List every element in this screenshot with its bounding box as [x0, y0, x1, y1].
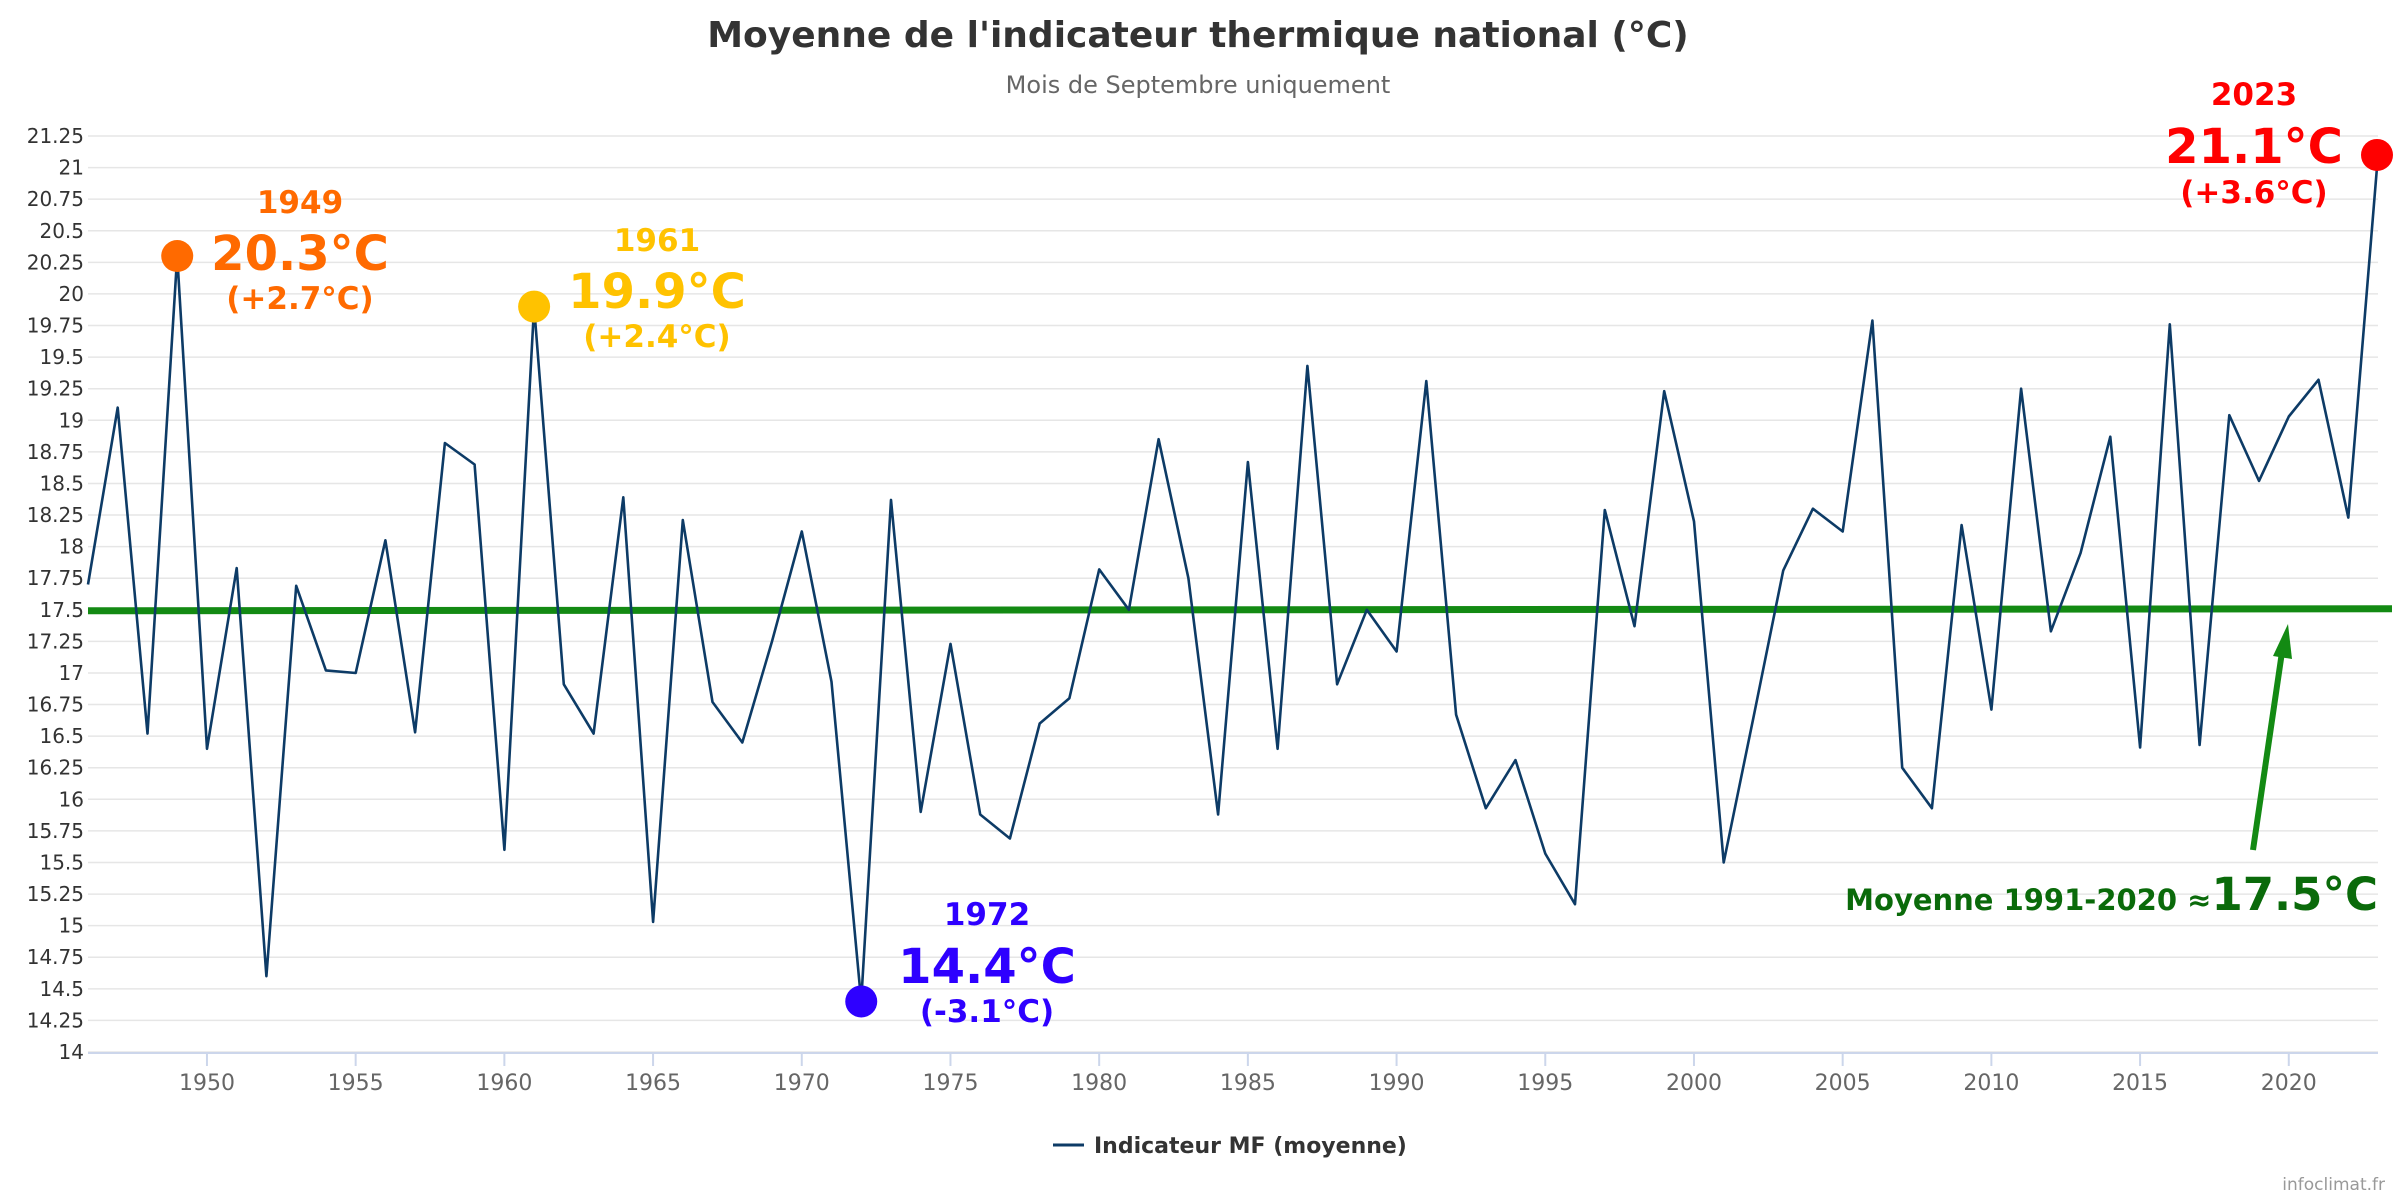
y-tick-label: 14.25: [27, 1008, 84, 1032]
highlight-annotations: 1949 20.3°C(+2.7°C) 1961 19.9°C(+2.4°C) 1972…: [161, 77, 2393, 1030]
highlight-point: [845, 985, 878, 1018]
x-tick-label: 1995: [1517, 1071, 1573, 1096]
y-tick-label: 19.25: [27, 377, 84, 401]
reference-line: [87, 605, 2393, 615]
series-line: [86, 154, 2380, 1003]
x-tick-label: 1960: [476, 1071, 532, 1096]
x-tick-label: 1985: [1220, 1071, 1276, 1096]
credit-text: infoclimat.fr: [2282, 1175, 2385, 1195]
y-tick-label: 16: [59, 787, 84, 811]
highlight-point: [161, 240, 194, 273]
y-tick-label: 19.5: [39, 345, 84, 369]
x-tick-label: 1970: [774, 1071, 830, 1096]
x-axis: 1950 1955 1960 1965 1970 1975 1980 1985 1990 1995…: [88, 1052, 2378, 1096]
x-tick-label: 1980: [1071, 1071, 1127, 1096]
x-tick-label: 1950: [179, 1071, 235, 1096]
highlight-anomaly: (+3.6°C): [2180, 175, 2327, 211]
x-tick-label: 1990: [1369, 1071, 1425, 1096]
y-tick-label: 18.25: [27, 503, 84, 527]
y-tick-label: 21: [59, 156, 84, 180]
y-tick-label: 21.25: [27, 124, 84, 148]
y-tick-label: 14.5: [39, 977, 84, 1001]
x-tick-label: 2005: [1815, 1071, 1871, 1096]
x-tick-label: 2015: [2112, 1071, 2168, 1096]
highlight-value: 19.9°C: [568, 264, 746, 320]
highlight-value: 21.1°C: [2165, 119, 2343, 175]
reference-line-group: Moyenne 1991-2020 ≈17.5°C: [87, 605, 2393, 921]
y-tick-label: 19.75: [27, 314, 84, 338]
x-tick-label: 2020: [2261, 1071, 2317, 1096]
legend-label: Indicateur MF (moyenne): [1094, 1134, 1407, 1159]
y-tick-label: 18.5: [39, 471, 84, 495]
highlight-value: 20.3°C: [211, 226, 389, 282]
y-tick-label: 19: [59, 408, 84, 432]
y-tick-label: 14.75: [27, 945, 84, 969]
highlight-anomaly: (-3.1°C): [920, 994, 1054, 1030]
y-tick-label: 17.5: [39, 598, 84, 622]
highlight-year: 1949: [257, 185, 343, 221]
y-tick-label: 14: [59, 1040, 84, 1064]
y-tick-label: 20.5: [39, 219, 84, 243]
highlight-anomaly: (+2.7°C): [226, 281, 373, 317]
x-tick-label: 1975: [922, 1071, 978, 1096]
y-axis: 14 14.25 14.5 14.75 15 15.25 15.5 15.75 16 16.25 1…: [27, 124, 84, 1064]
y-tick-label: 16.75: [27, 693, 84, 717]
y-tick-label: 17.25: [27, 629, 84, 653]
y-tick-label: 18: [59, 535, 84, 559]
x-tick-label: 1965: [625, 1071, 681, 1096]
highlight-year: 1961: [614, 223, 700, 259]
y-tick-label: 15.75: [27, 819, 84, 843]
y-tick-label: 20: [59, 282, 84, 306]
y-tick-label: 16.25: [27, 756, 84, 780]
reference-arrow-shaft: [2250, 651, 2285, 851]
reference-arrow-head: [2273, 624, 2292, 659]
highlight-year: 1972: [944, 897, 1030, 933]
x-tick-label: 2000: [1666, 1071, 1722, 1096]
reference-label: Moyenne 1991-2020 ≈17.5°C: [1845, 868, 2378, 921]
reference-label-text: Moyenne 1991-2020 ≈: [1845, 883, 2211, 917]
chart-subtitle: Mois de Septembre uniquement: [1006, 71, 1391, 99]
series-group: [86, 154, 2380, 1003]
y-tick-label: 20.25: [27, 250, 84, 274]
y-tick-label: 16.5: [39, 724, 84, 748]
y-tick-label: 15: [59, 914, 84, 938]
reference-label-value: 17.5°C: [2211, 868, 2378, 921]
x-tick-label: 2010: [1963, 1071, 2019, 1096]
chart-title: Moyenne de l'indicateur thermique nation…: [707, 15, 1689, 56]
y-tick-label: 17: [59, 661, 84, 685]
highlight-year: 2023: [2211, 77, 2297, 113]
y-tick-label: 15.5: [39, 850, 84, 874]
x-tick-label: 1955: [328, 1071, 384, 1096]
highlight-anomaly: (+2.4°C): [583, 319, 730, 355]
legend[interactable]: Indicateur MF (moyenne): [1053, 1134, 1407, 1159]
y-tick-label: 17.75: [27, 566, 84, 590]
highlight-value: 14.4°C: [898, 939, 1076, 995]
y-tick-label: 15.25: [27, 882, 84, 906]
highlight-point: [2361, 138, 2393, 171]
y-tick-label: 18.75: [27, 440, 84, 464]
highlight-point: [518, 290, 551, 323]
y-tick-label: 20.75: [27, 187, 84, 211]
